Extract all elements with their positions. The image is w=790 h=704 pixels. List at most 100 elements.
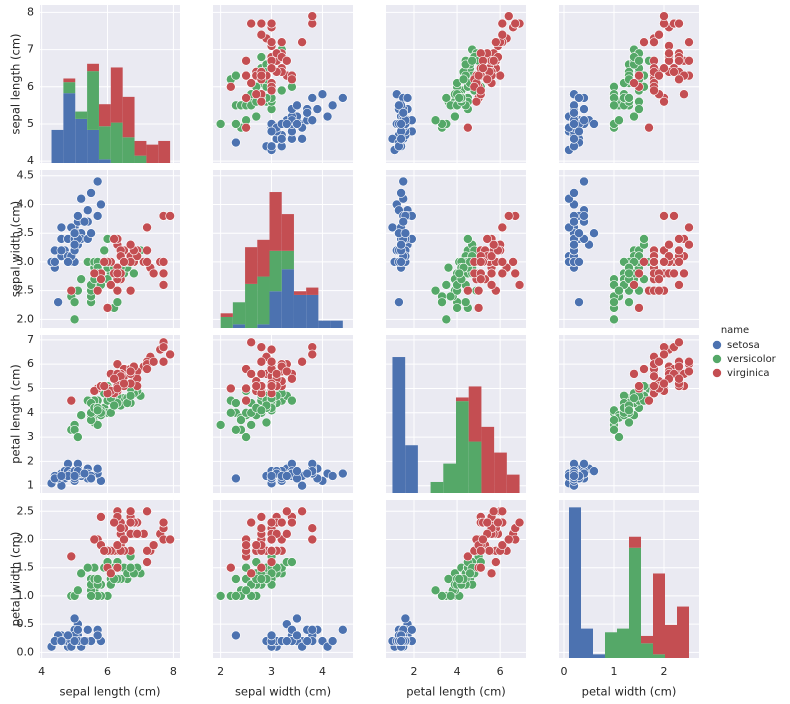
hist-bar	[269, 250, 282, 292]
scatter-point	[497, 268, 508, 279]
scatter-point	[102, 303, 113, 313]
scatter-point	[634, 104, 644, 114]
scatter-point	[125, 285, 136, 296]
scatter-point	[659, 11, 669, 21]
x-tick-label: 8	[170, 665, 177, 678]
y-tick-label: 1.0	[17, 589, 35, 602]
scatter-point	[574, 126, 584, 137]
scatter-point	[246, 369, 256, 379]
hist-bar	[220, 313, 233, 317]
scatter-point	[684, 356, 694, 367]
scatter-point	[266, 630, 277, 641]
scatter-point	[287, 517, 297, 528]
hist-bar	[281, 269, 294, 328]
scatter-point	[639, 37, 649, 47]
scatter-point	[241, 540, 251, 550]
scatter-point	[454, 93, 465, 103]
scatter-point	[307, 115, 318, 126]
scatter-point	[302, 636, 312, 646]
scatter-point	[307, 624, 318, 635]
scatter-point	[76, 410, 86, 421]
scatter-point	[669, 67, 679, 77]
scatter-point	[482, 234, 493, 244]
scatter-point	[266, 471, 277, 481]
y-tick-label: 5	[27, 381, 34, 394]
scatter-point	[282, 506, 292, 517]
scatter-point	[579, 176, 589, 187]
scatter-point	[674, 18, 684, 29]
scatter-point	[73, 624, 83, 635]
scatter-point	[684, 222, 694, 233]
hist-bar	[569, 507, 581, 658]
scatter-point	[142, 245, 152, 256]
scatter-point	[445, 591, 456, 601]
scatter-point	[256, 405, 267, 416]
scatter-point	[486, 268, 497, 279]
y-axis-title: petal length (cm)	[9, 364, 23, 464]
scatter-point	[266, 37, 277, 47]
scatter-point	[674, 234, 684, 244]
scatter-point	[86, 473, 96, 484]
hist-bar	[665, 624, 677, 658]
scatter-point	[463, 234, 473, 244]
scatter-point	[73, 432, 83, 442]
hist-bar	[98, 159, 111, 163]
scatter-point	[307, 93, 318, 103]
scatter-point	[226, 81, 236, 92]
scatter-point	[463, 551, 473, 562]
hist-bar	[146, 144, 159, 163]
scatter-point	[86, 591, 96, 601]
scatter-point	[56, 222, 67, 233]
hist-bar	[653, 573, 665, 655]
scatter-point	[574, 228, 584, 238]
y-tick-label: 2.5	[17, 504, 35, 517]
scatter-point	[241, 55, 251, 66]
scatter-point	[302, 108, 312, 118]
scatter-point	[488, 506, 499, 517]
scatter-point	[92, 285, 103, 296]
hist-bar	[468, 386, 482, 442]
scatter-point	[398, 176, 409, 187]
hist-bar	[677, 606, 689, 658]
scatter-point	[338, 93, 348, 103]
scatter-point	[287, 557, 297, 567]
scatter-point	[669, 268, 679, 279]
scatter-point	[256, 29, 267, 40]
scatter-point	[510, 268, 521, 279]
scatter-point	[463, 122, 473, 133]
scatter-point	[266, 356, 277, 367]
scatter-point	[402, 93, 413, 103]
hist-bar	[245, 247, 258, 284]
hist-bar	[456, 397, 469, 402]
scatter-point	[276, 37, 287, 47]
hist-bar	[98, 126, 111, 160]
scatter-point	[246, 517, 256, 528]
scatter-point	[322, 111, 333, 122]
scatter-point	[589, 228, 599, 238]
scatter-point	[125, 562, 136, 573]
y-tick-label: 3.0	[17, 255, 35, 268]
hist-bar	[87, 129, 99, 163]
scatter-point	[241, 70, 251, 81]
x-axis-title: sepal length (cm)	[59, 685, 160, 699]
scatter-point	[92, 574, 103, 584]
y-tick-label: 7	[27, 43, 34, 56]
scatter-point	[266, 63, 277, 73]
scatter-point	[493, 517, 503, 528]
scatter-point	[256, 562, 267, 573]
x-tick-label: 2	[217, 665, 224, 678]
scatter-point	[609, 424, 619, 435]
scatter-point	[251, 111, 262, 122]
scatter-point	[569, 119, 579, 129]
y-tick-label: 2.0	[17, 312, 35, 325]
scatter-point	[231, 424, 241, 435]
scatter-point	[443, 262, 454, 273]
scatter-point	[488, 239, 499, 250]
scatter-point	[649, 37, 659, 47]
scatter-point	[89, 534, 100, 545]
scatter-point	[327, 471, 338, 481]
scatter-point	[394, 297, 404, 307]
scatter-point	[634, 268, 644, 279]
scatter-point	[142, 506, 152, 517]
